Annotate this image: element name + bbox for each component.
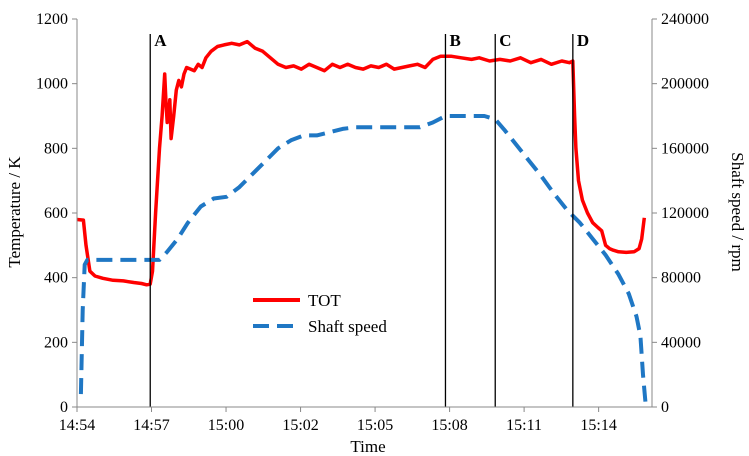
y-tick-label: 600 <box>44 205 68 222</box>
y2-tick-label: 160000 <box>661 140 709 157</box>
x-tick-label: 15:14 <box>580 417 616 434</box>
series-line-shaft-speed <box>78 114 648 404</box>
y-axis-title: Temperature / K <box>5 156 24 268</box>
y2-tick-label: 80000 <box>661 270 701 287</box>
x-tick-label: 15:00 <box>208 417 244 434</box>
x-tick-label: 15:02 <box>282 417 318 434</box>
event-marker-label: C <box>499 31 511 50</box>
y2-tick-label: 0 <box>661 399 669 416</box>
axes: 0 200 400 600 800 1000 1200 0 40000 80000 120000 16… <box>36 11 709 434</box>
y-tick-label: 1000 <box>36 76 68 93</box>
x-tick-label: 14:54 <box>59 417 95 434</box>
x-tick-label: 15:08 <box>431 417 467 434</box>
y2-tick-label: 40000 <box>661 334 701 351</box>
y-tick-label: 200 <box>44 334 68 351</box>
y-tick-label: 800 <box>44 140 68 157</box>
x-tick-label: 14:57 <box>133 417 169 434</box>
y-tick-label: 1200 <box>36 11 68 28</box>
event-marker-label: D <box>577 31 589 50</box>
y2-tick-label: 240000 <box>661 11 709 28</box>
plot-area: A B C D <box>76 31 648 407</box>
y-tick-label: 0 <box>60 399 68 416</box>
x-tick-label: 15:05 <box>357 417 393 434</box>
y2-axis-title: Shaft speed / rpm <box>728 152 747 271</box>
series-line-tot <box>76 39 647 287</box>
x-axis-title: Time <box>350 437 385 456</box>
y-tick-label: 400 <box>44 270 68 287</box>
y2-tick-label: 200000 <box>661 76 709 93</box>
legend: TOT Shaft speed <box>253 291 387 336</box>
y2-tick-label: 120000 <box>661 205 709 222</box>
event-marker-label: A <box>154 31 167 50</box>
legend-label: TOT <box>308 291 341 310</box>
x-tick-label: 15:11 <box>506 417 542 434</box>
legend-label: Shaft speed <box>308 317 387 336</box>
event-marker-label: B <box>449 31 460 50</box>
